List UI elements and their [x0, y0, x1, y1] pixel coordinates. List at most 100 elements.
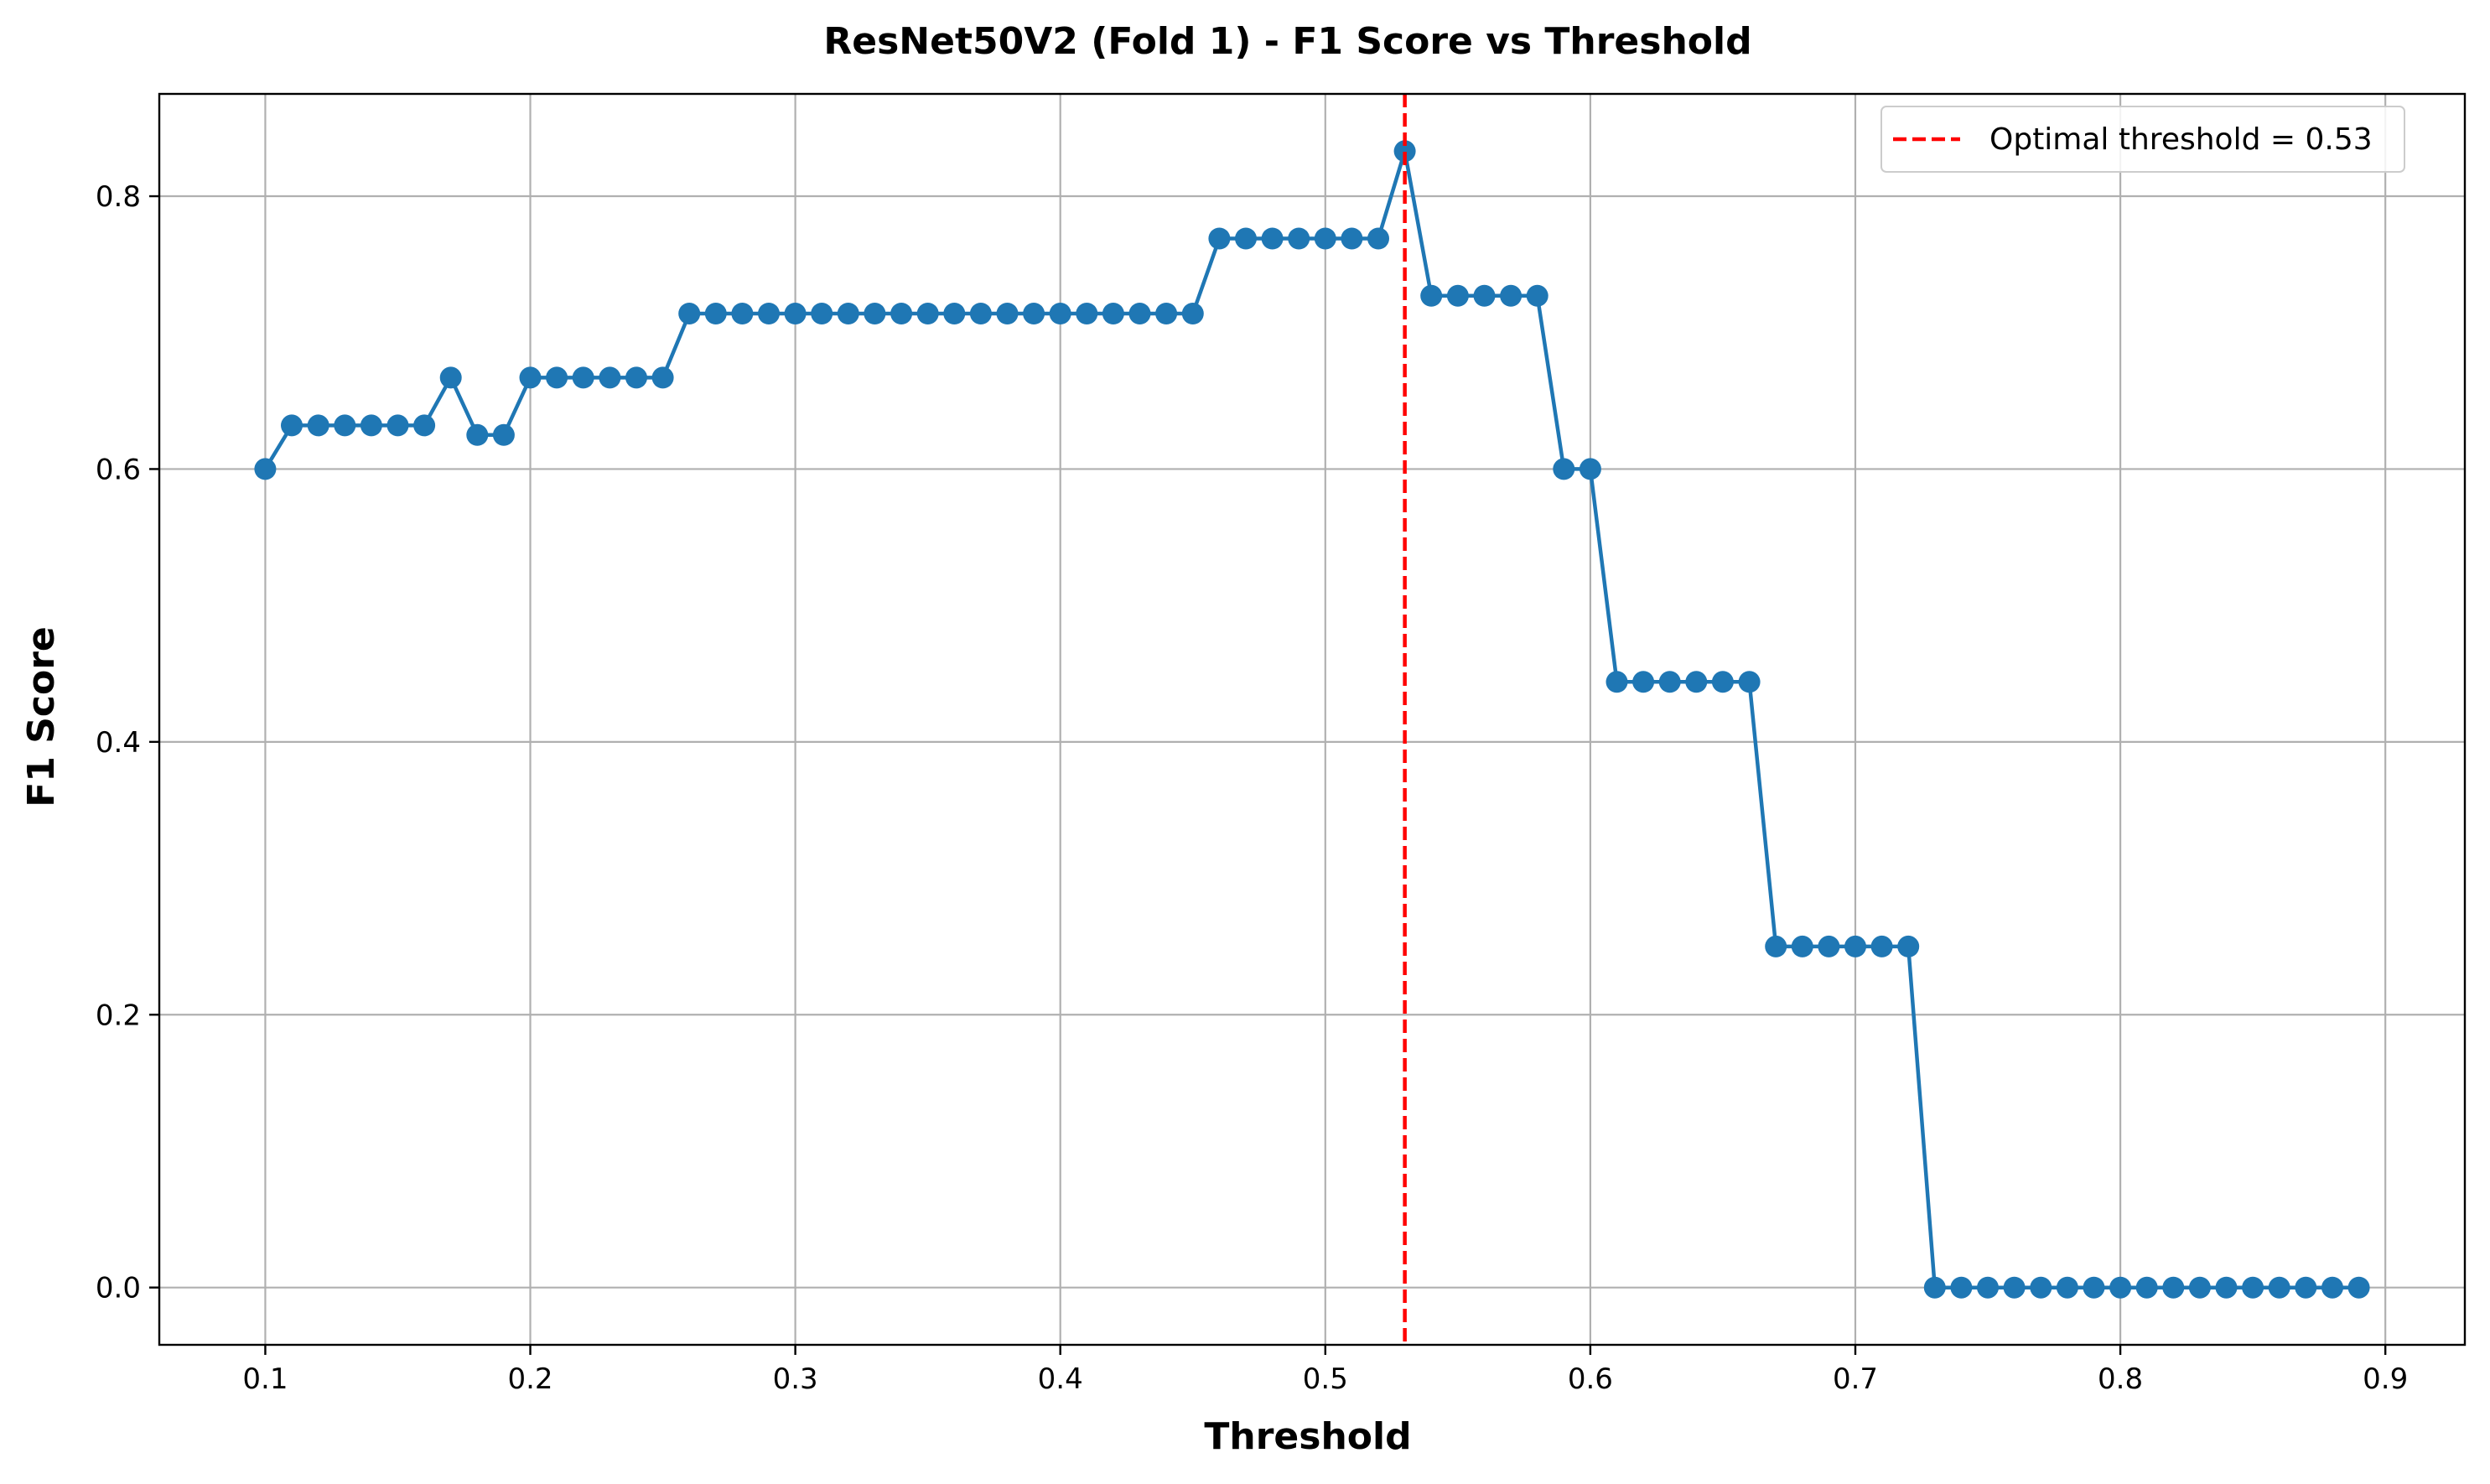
data-point	[996, 303, 1019, 324]
y-tick-label: 0.2	[96, 999, 141, 1032]
x-tick-label: 0.4	[1038, 1362, 1083, 1396]
data-point	[1923, 1276, 1946, 1299]
data-point	[1500, 284, 1523, 307]
data-point	[758, 303, 780, 324]
data-point	[2030, 1276, 2052, 1299]
data-point	[360, 414, 382, 437]
data-point	[1128, 303, 1151, 324]
data-point	[334, 414, 356, 437]
data-point	[254, 458, 277, 480]
legend-entry-optimal-threshold: Optimal threshold = 0.53	[1989, 122, 2373, 157]
data-point	[1818, 935, 1840, 957]
data-point	[1235, 227, 1257, 250]
data-point	[1553, 458, 1575, 480]
data-point	[1685, 671, 1708, 693]
data-point	[704, 303, 727, 324]
data-point	[1208, 227, 1231, 250]
data-point	[1076, 303, 1098, 324]
x-tick-label: 0.1	[242, 1362, 288, 1396]
data-point	[916, 303, 939, 324]
data-point	[2295, 1276, 2317, 1299]
data-point	[1181, 303, 1204, 324]
data-point	[1155, 303, 1178, 324]
y-tick-label: 0.8	[96, 180, 141, 214]
x-tick-label: 0.9	[2363, 1362, 2408, 1396]
data-point	[2242, 1276, 2264, 1299]
data-point	[2135, 1276, 2158, 1299]
data-point	[1870, 935, 1893, 957]
data-point	[837, 303, 859, 324]
data-point	[492, 423, 515, 446]
x-tick-label: 0.7	[1833, 1362, 1878, 1396]
data-point	[466, 423, 489, 446]
data-point	[2056, 1276, 2078, 1299]
data-point	[1977, 1276, 1999, 1299]
x-axis-label: Threshold	[1204, 1415, 1411, 1458]
data-point	[651, 366, 674, 389]
data-point	[1446, 284, 1469, 307]
data-point	[1606, 671, 1628, 693]
data-point	[1791, 935, 1813, 957]
f1-markers	[254, 140, 2370, 1299]
y-axis-label: F1 Score	[20, 626, 63, 807]
data-point	[1341, 227, 1363, 250]
data-point	[2188, 1276, 2211, 1299]
x-axis-ticks: 0.1 0.2 0.3 0.4 0.5 0.6 0.7 0.8 0.9	[242, 1345, 2408, 1396]
data-point	[1367, 227, 1389, 250]
chart-title: ResNet50V2 (Fold 1) - F1 Score vs Thresh…	[823, 20, 1751, 63]
data-point	[1897, 935, 1920, 957]
data-point	[2215, 1276, 2238, 1299]
data-point	[1023, 303, 1045, 324]
data-point	[811, 303, 833, 324]
data-point	[599, 366, 621, 389]
x-tick-label: 0.3	[773, 1362, 818, 1396]
data-point	[546, 366, 568, 389]
legend-box	[1880, 106, 2405, 173]
data-point	[1765, 935, 1787, 957]
data-point	[307, 414, 329, 437]
y-tick-label: 0.4	[96, 726, 141, 760]
data-point	[2162, 1276, 2185, 1299]
data-point	[1844, 935, 1866, 957]
data-point	[864, 303, 886, 324]
data-point	[625, 366, 647, 389]
data-point	[678, 303, 701, 324]
data-point	[519, 366, 542, 389]
data-point	[1102, 303, 1124, 324]
data-point	[1950, 1276, 1973, 1299]
data-point	[1420, 284, 1443, 307]
data-point	[1711, 671, 1734, 693]
data-point	[281, 414, 303, 437]
legend: Optimal threshold = 0.53	[1880, 106, 2405, 173]
data-point	[1393, 140, 1416, 163]
data-point	[1473, 284, 1496, 307]
data-point	[1738, 671, 1761, 693]
data-point	[969, 303, 992, 324]
data-point	[943, 303, 966, 324]
data-point	[572, 366, 594, 389]
data-point	[1526, 284, 1548, 307]
data-point	[2083, 1276, 2105, 1299]
x-tick-label: 0.5	[1303, 1362, 1348, 1396]
data-point	[1049, 303, 1071, 324]
x-tick-label: 0.6	[1568, 1362, 1613, 1396]
data-point	[2003, 1276, 2026, 1299]
data-point	[2268, 1276, 2290, 1299]
data-point	[1632, 671, 1655, 693]
y-axis-ticks: 0.0 0.2 0.4 0.6 0.8	[96, 180, 159, 1305]
data-point	[1658, 671, 1681, 693]
data-point	[2347, 1276, 2370, 1299]
plot-frame	[158, 92, 2467, 1346]
data-point	[413, 414, 436, 437]
x-tick-label: 0.8	[2098, 1362, 2143, 1396]
data-point	[386, 414, 409, 437]
data-point	[2321, 1276, 2343, 1299]
data-point	[890, 303, 913, 324]
data-point	[784, 303, 807, 324]
x-gridlines	[264, 94, 2387, 1345]
data-point	[731, 303, 754, 324]
y-tick-label: 0.0	[96, 1272, 141, 1305]
data-point	[1579, 458, 1601, 480]
data-point	[2109, 1276, 2132, 1299]
